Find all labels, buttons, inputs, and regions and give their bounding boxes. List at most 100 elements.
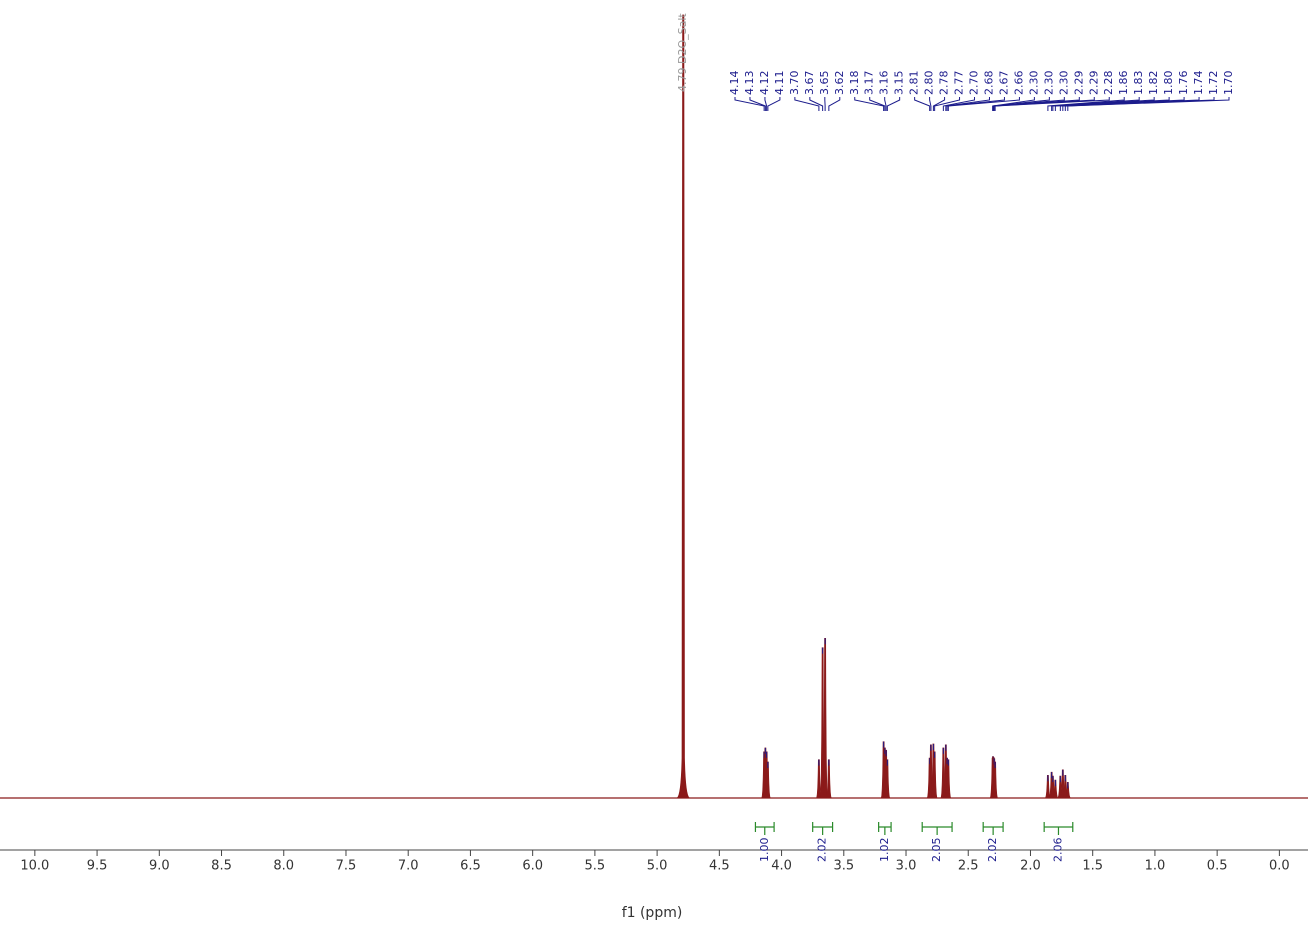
peak-label: 4.14 — [728, 71, 741, 96]
peak-connector — [947, 97, 1020, 111]
peak-label: 2.77 — [953, 71, 966, 96]
peak-label: 2.29 — [1072, 71, 1085, 96]
peak-connector — [764, 97, 768, 111]
peak — [884, 759, 891, 799]
x-tick-label: 9.5 — [87, 859, 108, 874]
peak-label: 2.70 — [968, 71, 981, 96]
integral-bracket — [1043, 822, 1074, 835]
peak-label: 3.15 — [893, 71, 906, 96]
peak-label: 3.17 — [863, 71, 876, 96]
peak-connector — [929, 97, 932, 111]
peak-label: 1.76 — [1177, 71, 1190, 96]
integral-bracket — [754, 822, 775, 835]
peak-connector — [734, 97, 765, 111]
peak — [1064, 782, 1071, 799]
peak-connector — [794, 97, 820, 111]
peak-label: 3.65 — [818, 71, 831, 96]
peak-label: 2.80 — [923, 71, 936, 96]
peak-connector — [932, 97, 946, 111]
x-tick-label: 1.0 — [1145, 859, 1166, 874]
peak-connector — [1047, 97, 1125, 111]
peak-label: 3.62 — [833, 71, 846, 96]
peak-label: 3.70 — [788, 71, 801, 96]
peak-connector — [934, 97, 961, 111]
peak-label: 2.66 — [1012, 71, 1025, 96]
integral-label: 2.02 — [816, 838, 829, 863]
peak-label: 1.83 — [1132, 71, 1145, 96]
integral-label: 2.06 — [1051, 838, 1064, 863]
x-tick-label: 8.0 — [273, 859, 294, 874]
x-axis-label: f1 (ppm) — [622, 905, 683, 921]
peak — [1052, 779, 1059, 799]
x-tick-label: 0.0 — [1269, 859, 1290, 874]
peak-label: 2.30 — [1042, 71, 1055, 96]
peak-connector — [869, 97, 886, 111]
x-tick-label: 10.0 — [20, 859, 49, 874]
x-tick-label: 6.5 — [460, 859, 481, 874]
peak-label: 1.82 — [1147, 71, 1160, 96]
peak-connector — [828, 97, 841, 111]
peak-label: 2.67 — [997, 71, 1010, 96]
peak — [825, 759, 832, 799]
peak-connector — [942, 97, 976, 111]
peak-label: 3.67 — [803, 71, 816, 96]
peak-connector — [884, 97, 887, 111]
integral-bracket — [982, 822, 1004, 835]
peak-label: 4.11 — [773, 71, 786, 96]
peak-connector — [994, 97, 1110, 111]
peak-connector — [767, 97, 781, 111]
peak — [931, 751, 938, 799]
x-tick-label: 9.0 — [149, 859, 170, 874]
peak-label: 3.18 — [848, 71, 861, 96]
peak-label: 1.80 — [1162, 71, 1175, 96]
integral-bracket — [921, 822, 953, 835]
x-tick-label: 2.0 — [1020, 859, 1041, 874]
peak-connector — [945, 97, 990, 111]
peak — [822, 637, 829, 799]
peak-label: 2.28 — [1102, 71, 1115, 96]
peak-label: 2.81 — [908, 71, 921, 96]
x-tick-label: 7.5 — [336, 859, 357, 874]
peak — [945, 759, 952, 799]
x-tick-label: 3.0 — [896, 859, 917, 874]
peak-label: 1.72 — [1207, 71, 1220, 96]
integral-bracket — [878, 822, 892, 835]
x-tick-label: 3.5 — [833, 859, 854, 874]
peak-label: 4.12 — [758, 71, 771, 96]
peak-connector — [749, 97, 766, 111]
peak — [764, 761, 771, 799]
x-tick-label: 4.5 — [709, 859, 730, 874]
solvent-peak — [676, 14, 691, 799]
x-tick-label: 1.5 — [1082, 859, 1103, 874]
x-tick-label: 0.5 — [1207, 859, 1228, 874]
integral-bracket — [812, 822, 834, 835]
x-tick-label: 2.5 — [958, 859, 979, 874]
peak-connector — [854, 97, 885, 111]
peak — [992, 761, 999, 799]
peak-label: 1.74 — [1192, 71, 1205, 96]
peak-label: 2.30 — [1057, 71, 1070, 96]
integral-label: 1.02 — [878, 838, 891, 863]
peak-label: 2.30 — [1027, 71, 1040, 96]
peak-label: 3.16 — [878, 71, 891, 96]
peak-connector — [886, 97, 901, 111]
x-tick-label: 5.0 — [647, 859, 668, 874]
peak-connector — [809, 97, 824, 111]
peak-label: 4.13 — [743, 71, 756, 96]
peak-connector — [946, 97, 1005, 111]
x-tick-label: 8.5 — [211, 859, 232, 874]
peak-label: 1.86 — [1117, 71, 1130, 96]
x-tick-label: 4.0 — [771, 859, 792, 874]
peak-label: 1.70 — [1222, 71, 1235, 96]
peak-label: 2.29 — [1087, 71, 1100, 96]
peak-connector — [914, 97, 931, 111]
integral-label: 1.00 — [758, 838, 771, 863]
integral-label: 2.05 — [930, 838, 943, 863]
x-tick-label: 5.5 — [585, 859, 606, 874]
solvent-label: 4.79 D2O_Salt — [676, 13, 689, 92]
x-tick-label: 6.0 — [522, 859, 543, 874]
x-tick-label: 7.0 — [398, 859, 419, 874]
peak-label: 2.68 — [982, 71, 995, 96]
